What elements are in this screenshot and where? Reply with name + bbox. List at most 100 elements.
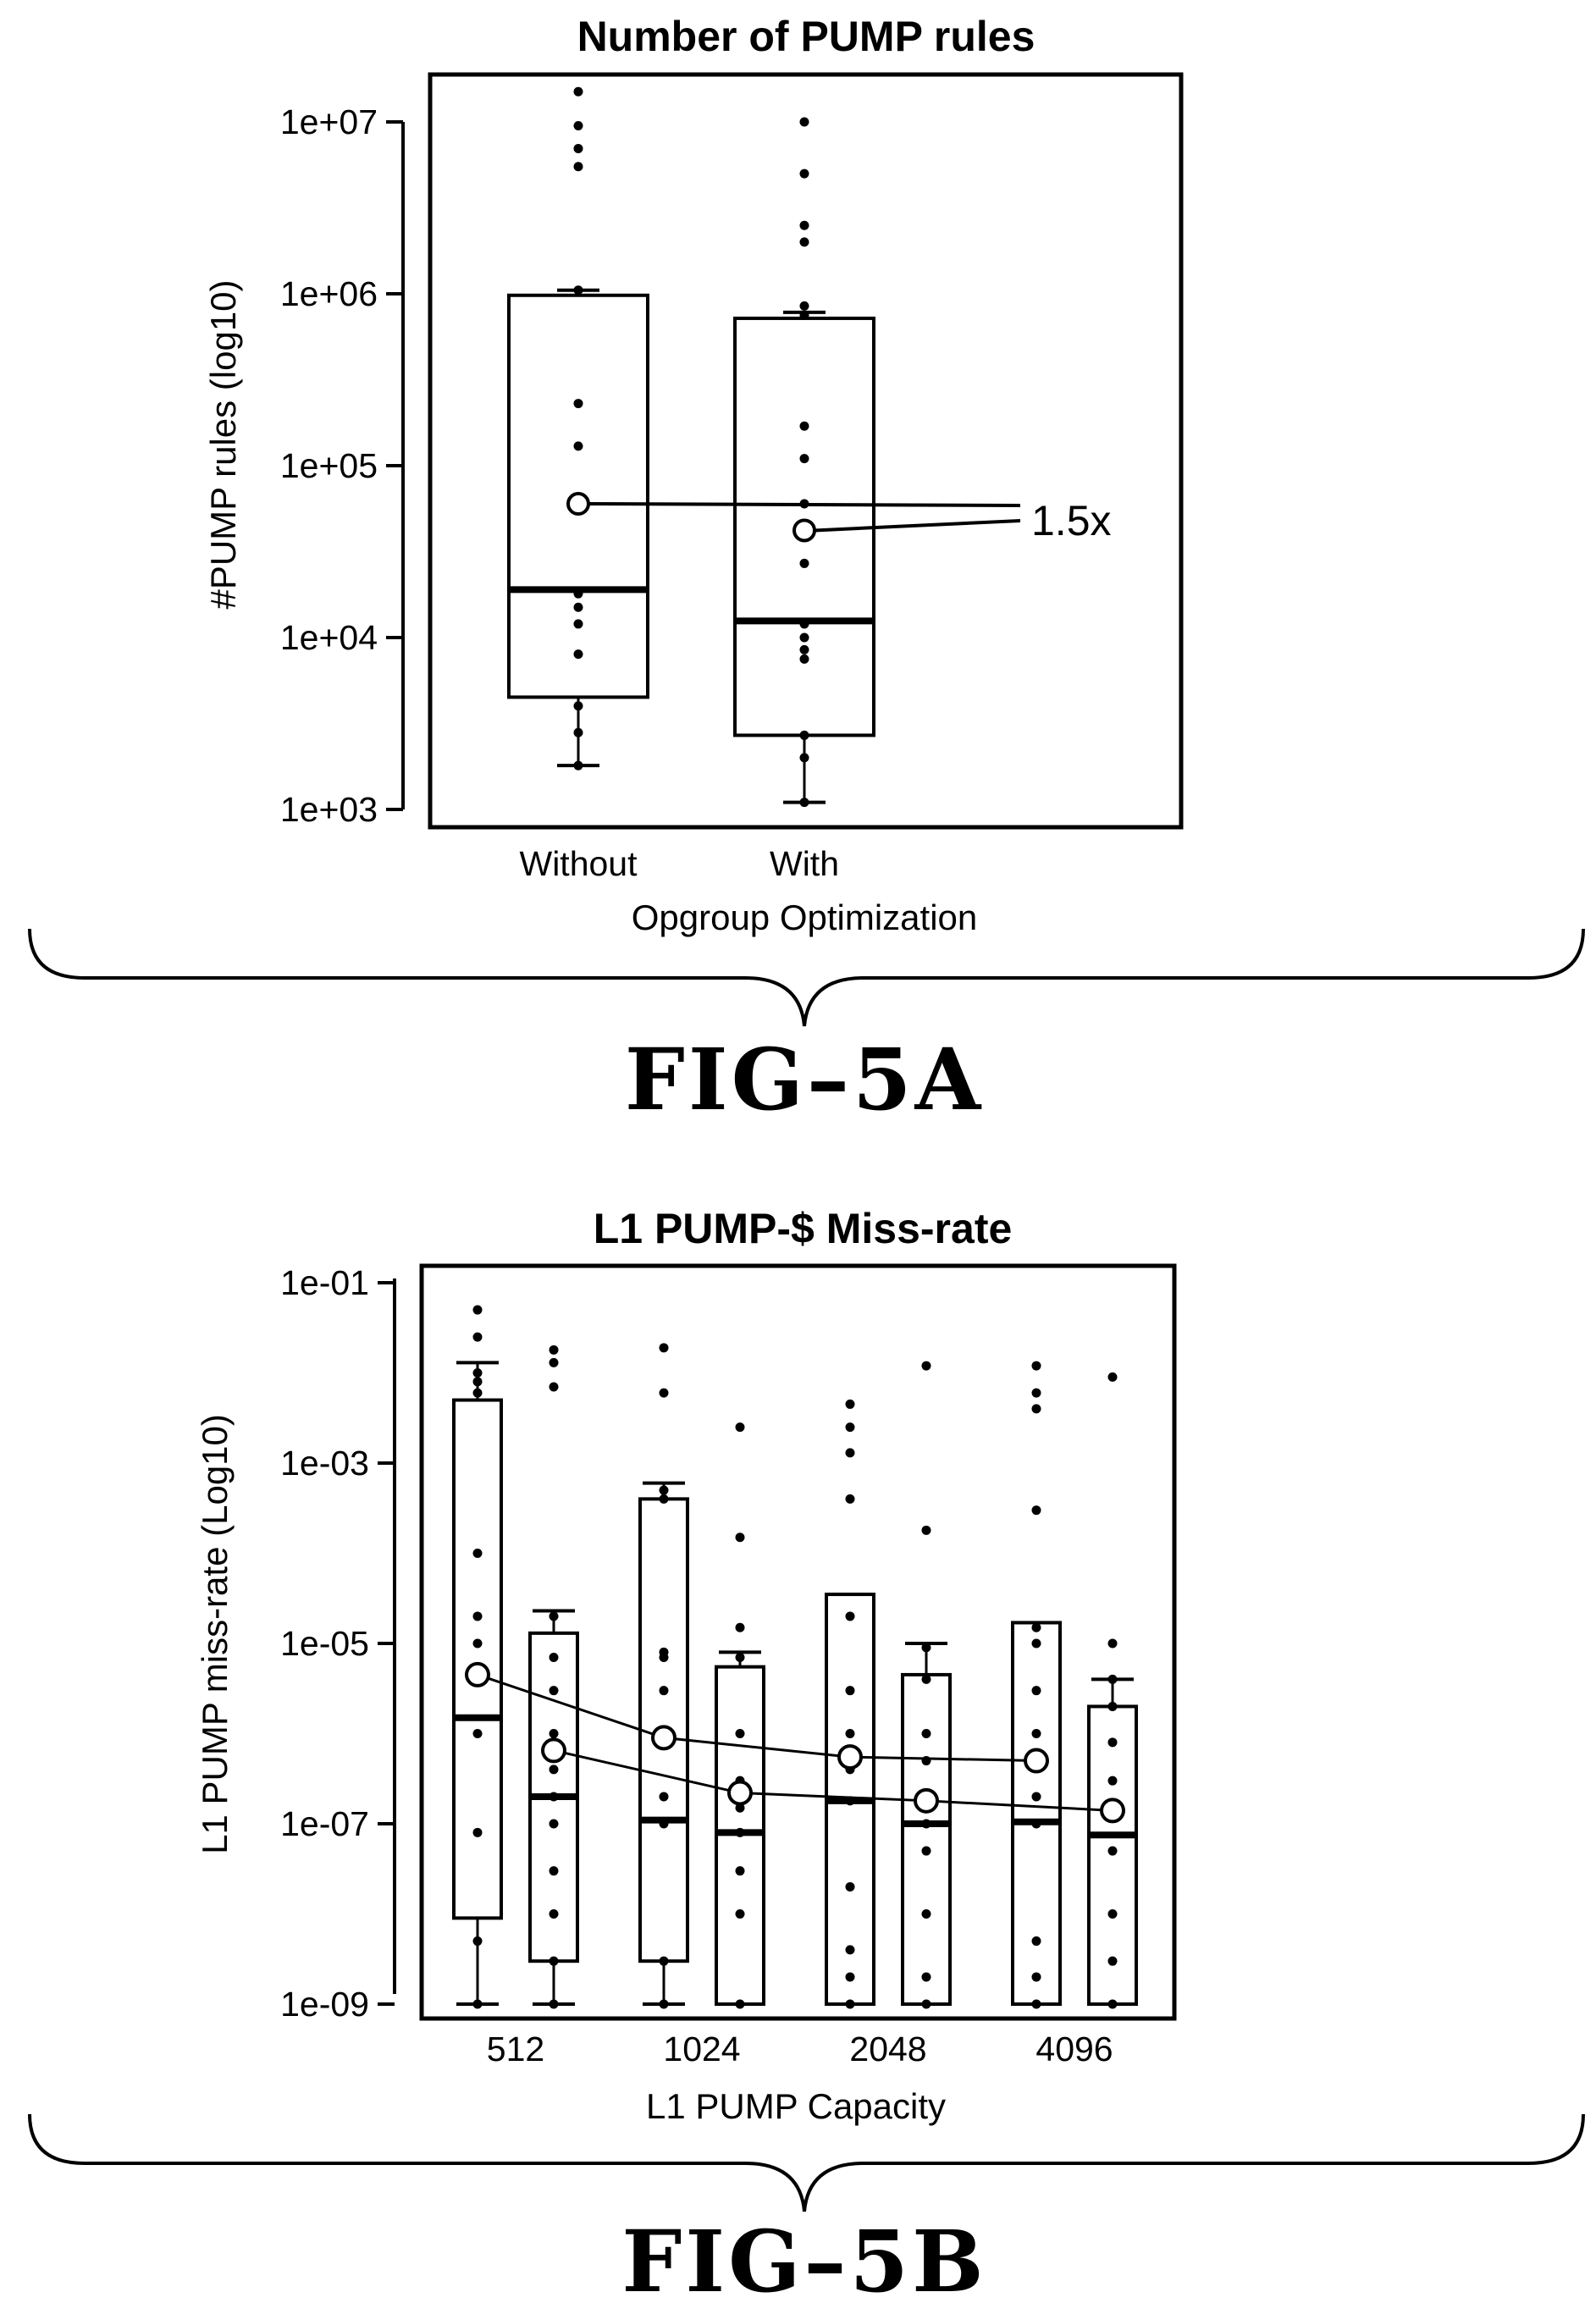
x-tick-label: With — [770, 844, 839, 883]
data-point — [799, 168, 809, 179]
data-point — [735, 1422, 745, 1433]
x-tick-label: 512 — [487, 2030, 544, 2068]
data-point — [573, 143, 583, 153]
data-point — [659, 1494, 669, 1504]
box — [733, 316, 875, 737]
figure-label: FIG–5A — [625, 1030, 984, 1129]
mean-marker — [651, 1725, 677, 1751]
chart-title: L1 PUMP-$ Miss-rate — [594, 1205, 1013, 1252]
data-point — [921, 1909, 931, 1919]
data-point — [549, 1999, 559, 2009]
data-point — [472, 1827, 483, 1837]
brace-5a — [28, 928, 1585, 1027]
data-point — [735, 1999, 745, 2009]
box-marks — [452, 1305, 1138, 2009]
y-tick-label: 1e-07 — [280, 1804, 369, 1843]
data-point — [573, 588, 583, 599]
data-point — [1107, 1846, 1118, 1856]
y-tick-label: 1e+04 — [280, 618, 378, 657]
data-point — [659, 1686, 669, 1696]
data-point — [1107, 1909, 1118, 1919]
data-point — [845, 1494, 855, 1504]
data-point — [573, 701, 583, 711]
data-point — [1031, 1972, 1041, 1982]
data-point — [573, 441, 583, 451]
data-point — [549, 1909, 559, 1919]
data-point — [472, 1332, 483, 1342]
data-point — [845, 1686, 855, 1696]
data-point — [799, 454, 809, 464]
data-point — [549, 1792, 559, 1802]
mean-line — [477, 1673, 1037, 1763]
data-point — [1107, 1999, 1118, 2009]
y-axis-label: #PUMP rules (log10) — [203, 279, 243, 609]
data-point — [921, 1972, 931, 1982]
box — [1011, 1621, 1062, 2006]
data-point — [472, 1377, 483, 1387]
x-axis-label: L1 PUMP Capacity — [646, 2086, 946, 2126]
data-point — [573, 727, 583, 737]
box — [452, 1398, 503, 1920]
data-point — [472, 1638, 483, 1649]
data-point — [1031, 1729, 1041, 1738]
data-point — [549, 1345, 559, 1355]
data-point — [921, 1729, 931, 1738]
data-point — [472, 1368, 483, 1378]
data-point — [549, 1357, 559, 1367]
data-point — [1107, 1638, 1118, 1649]
data-point — [549, 1729, 559, 1738]
data-point — [573, 649, 583, 660]
chart-5b: L1 PUMP-$ Miss-rate 1e-09 1e-07 1e-05 1e-03… — [195, 1205, 1177, 2126]
y-tick-label: 1e+06 — [280, 274, 378, 313]
data-point — [573, 760, 583, 770]
data-point — [573, 285, 583, 295]
y-tick-label: 1e+07 — [280, 102, 378, 141]
brace-5b — [28, 2113, 1585, 2212]
data-point — [845, 1448, 855, 1458]
x-tick-label: Without — [520, 844, 638, 883]
data-point — [1031, 1638, 1041, 1649]
mean-marker — [1024, 1748, 1049, 1774]
data-point — [472, 1999, 483, 2009]
data-point — [845, 1422, 855, 1433]
mean-marker — [1100, 1798, 1125, 1824]
data-point — [659, 1388, 669, 1398]
data-point — [1107, 1737, 1118, 1748]
data-point — [573, 86, 583, 97]
data-point — [659, 1956, 669, 1966]
data-point — [845, 1999, 855, 2009]
data-point — [549, 1956, 559, 1966]
data-point — [1031, 1999, 1041, 2009]
data-point — [659, 1647, 669, 1657]
x-tick-label: 2048 — [849, 2030, 926, 2068]
x-tick-labels: Without With — [520, 844, 840, 883]
data-point — [921, 1643, 931, 1653]
data-point — [799, 421, 809, 431]
data-point — [472, 1729, 483, 1738]
data-point — [799, 301, 809, 311]
data-point — [549, 1382, 559, 1392]
y-axis-label: L1 PUMP miss-rate (Log10) — [195, 1414, 235, 1854]
data-point — [735, 1803, 745, 1813]
data-point — [472, 1611, 483, 1621]
data-point — [921, 1525, 931, 1535]
data-point — [735, 1533, 745, 1543]
data-point — [799, 730, 809, 740]
data-point — [799, 798, 809, 808]
mean-marker — [566, 492, 590, 516]
data-point — [735, 1827, 745, 1837]
data-point — [659, 1792, 669, 1802]
data-point — [799, 117, 809, 127]
data-point — [549, 1866, 559, 1876]
data-point — [1107, 1776, 1118, 1786]
data-point — [472, 1936, 483, 1947]
x-axis-label: Opgroup Optimization — [632, 897, 978, 937]
y-tick-group: 1e+03 1e+04 1e+05 1e+06 1e+07 — [280, 102, 403, 829]
data-point — [549, 1611, 559, 1621]
y-tick-label: 1e-03 — [280, 1444, 369, 1483]
y-tick-label: 1e+03 — [280, 790, 378, 829]
data-point — [735, 1909, 745, 1919]
data-point — [799, 310, 809, 320]
data-point — [659, 1819, 669, 1829]
